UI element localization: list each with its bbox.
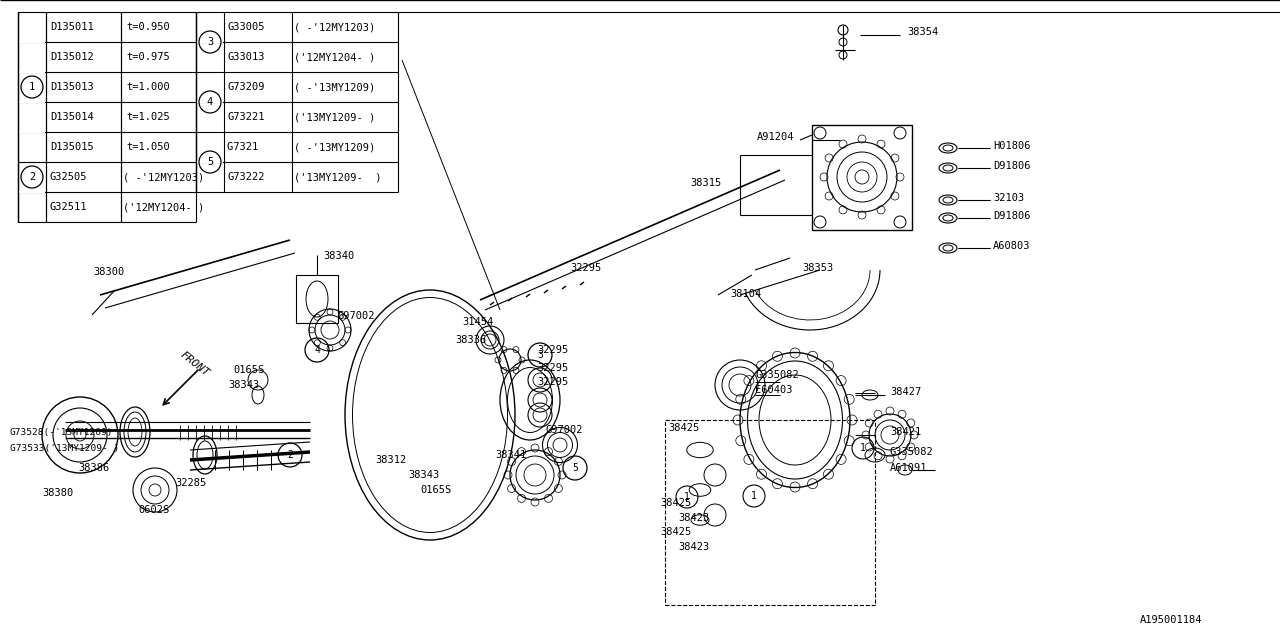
Text: G73221: G73221 <box>227 112 265 122</box>
Text: 38423: 38423 <box>678 513 709 523</box>
Text: G97002: G97002 <box>338 311 375 321</box>
Text: 32295: 32295 <box>570 263 602 273</box>
Text: 1: 1 <box>29 82 35 92</box>
Text: D135011: D135011 <box>50 22 93 32</box>
Text: 38425: 38425 <box>660 498 691 508</box>
Text: 1: 1 <box>684 492 690 502</box>
Text: 3: 3 <box>538 350 543 360</box>
Text: 38421: 38421 <box>890 427 922 437</box>
Text: 38300: 38300 <box>93 267 124 277</box>
Text: G32505: G32505 <box>50 172 87 182</box>
Bar <box>296 275 338 323</box>
Text: ( -'12MY1203): ( -'12MY1203) <box>123 172 205 182</box>
Text: 4: 4 <box>207 97 214 107</box>
Text: D135014: D135014 <box>50 112 93 122</box>
Text: 2: 2 <box>29 172 35 182</box>
Text: D91806: D91806 <box>993 211 1030 221</box>
Text: FRONT: FRONT <box>178 349 211 378</box>
Text: 32285: 32285 <box>175 478 206 488</box>
Text: 38341: 38341 <box>495 450 526 460</box>
Text: 3: 3 <box>207 37 214 47</box>
Text: G33005: G33005 <box>227 22 265 32</box>
Text: D91806: D91806 <box>993 161 1030 171</box>
Text: D135013: D135013 <box>50 82 93 92</box>
Text: G33013: G33013 <box>227 52 265 62</box>
Text: 32103: 32103 <box>993 193 1024 203</box>
Text: A195001184: A195001184 <box>1140 615 1202 625</box>
Text: G7321: G7321 <box>227 142 265 152</box>
Text: 5: 5 <box>207 157 214 167</box>
Text: 38427: 38427 <box>890 387 922 397</box>
Text: 38380: 38380 <box>42 488 73 498</box>
Text: H01806: H01806 <box>993 141 1030 151</box>
Text: 2: 2 <box>287 450 293 460</box>
Text: 32295: 32295 <box>538 377 568 387</box>
Text: 1: 1 <box>860 443 867 453</box>
Text: 0602S: 0602S <box>138 505 169 515</box>
Text: ('13MY1209- ): ('13MY1209- ) <box>294 112 375 122</box>
Text: t=1.025: t=1.025 <box>125 112 170 122</box>
Text: D135012: D135012 <box>50 52 93 62</box>
Text: D135015: D135015 <box>50 142 93 152</box>
Text: t=1.050: t=1.050 <box>125 142 170 152</box>
Text: 38343: 38343 <box>228 380 260 390</box>
Text: 38340: 38340 <box>323 251 355 261</box>
Text: 38343: 38343 <box>408 470 439 480</box>
Text: ( -'13MY1209): ( -'13MY1209) <box>294 82 375 92</box>
Text: E60403: E60403 <box>755 385 792 395</box>
Text: 38425: 38425 <box>660 527 691 537</box>
Text: A60803: A60803 <box>993 241 1030 251</box>
Text: 32295: 32295 <box>538 363 568 373</box>
Text: 4: 4 <box>314 345 320 355</box>
Text: G335082: G335082 <box>755 370 799 380</box>
Text: ( -'13MY1209): ( -'13MY1209) <box>294 142 375 152</box>
Text: G73222: G73222 <box>227 172 265 182</box>
Text: 5: 5 <box>572 463 579 473</box>
Bar <box>812 125 911 230</box>
Text: ('13MY1209-  ): ('13MY1209- ) <box>294 172 381 182</box>
Text: t=0.950: t=0.950 <box>125 22 170 32</box>
Text: 38336: 38336 <box>454 335 486 345</box>
Text: ('12MY1204- ): ('12MY1204- ) <box>294 52 375 62</box>
Text: 38353: 38353 <box>803 263 833 273</box>
Text: G335082: G335082 <box>890 447 933 457</box>
Text: G73528(-'13MY1209): G73528(-'13MY1209) <box>10 428 114 436</box>
Text: 32295: 32295 <box>538 345 568 355</box>
Text: 31454: 31454 <box>462 317 493 327</box>
Text: 38425: 38425 <box>668 423 699 433</box>
Text: t=0.975: t=0.975 <box>125 52 170 62</box>
Text: 38423: 38423 <box>678 542 709 552</box>
Text: 0165S: 0165S <box>420 485 452 495</box>
Text: 38315: 38315 <box>690 178 721 188</box>
Text: G73209: G73209 <box>227 82 265 92</box>
Text: 38104: 38104 <box>730 289 762 299</box>
Text: 38354: 38354 <box>908 27 938 37</box>
Text: G73533('13MY1209- ): G73533('13MY1209- ) <box>10 444 119 452</box>
Text: G97002: G97002 <box>545 425 582 435</box>
Text: A61091: A61091 <box>890 463 928 473</box>
Text: 38386: 38386 <box>78 463 109 473</box>
Text: A91204: A91204 <box>756 132 795 142</box>
Text: ('12MY1204- ): ('12MY1204- ) <box>123 202 205 212</box>
Text: 0165S: 0165S <box>233 365 264 375</box>
Text: G32511: G32511 <box>50 202 87 212</box>
Text: 1: 1 <box>751 491 756 501</box>
Text: 38312: 38312 <box>375 455 406 465</box>
Text: t=1.000: t=1.000 <box>125 82 170 92</box>
Text: ( -'12MY1203): ( -'12MY1203) <box>294 22 375 32</box>
Bar <box>666 420 876 605</box>
